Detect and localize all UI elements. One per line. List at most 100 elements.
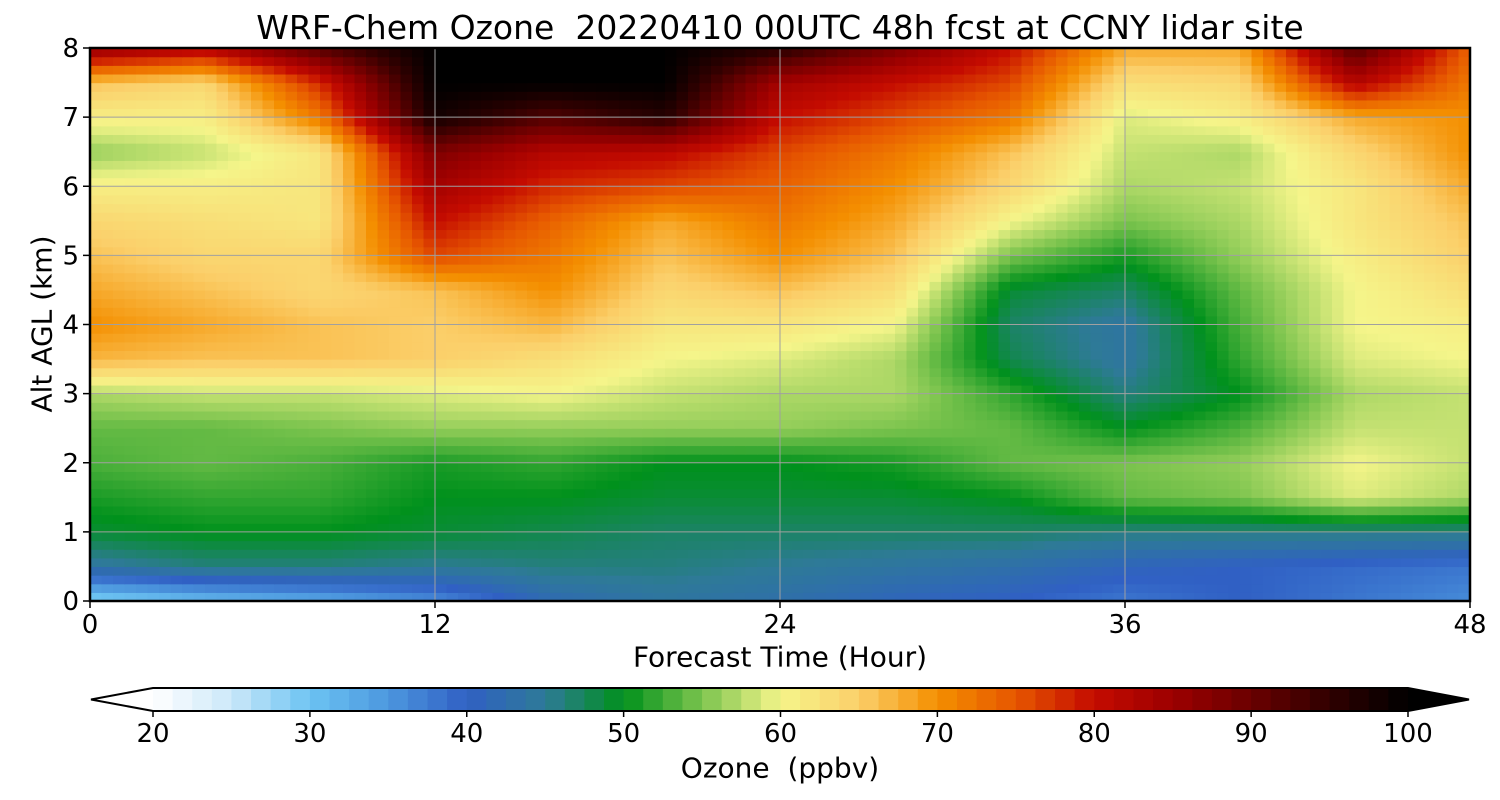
heatmap-cell <box>768 410 781 421</box>
heatmap-cell <box>113 462 126 472</box>
heatmap-cell <box>504 454 517 464</box>
heatmap-cell <box>124 488 137 498</box>
heatmap-cell <box>757 281 770 291</box>
heatmap-cell <box>711 289 724 300</box>
heatmap-cell <box>1263 272 1276 282</box>
heatmap-cell <box>182 428 195 438</box>
heatmap-cell <box>814 462 827 472</box>
heatmap-cell <box>895 471 908 481</box>
heatmap-cell <box>860 410 873 421</box>
heatmap-cell <box>354 359 367 369</box>
heatmap-cell <box>515 281 528 291</box>
heatmap-cell <box>1263 350 1276 360</box>
heatmap-cell <box>573 505 586 516</box>
heatmap-cell <box>745 315 758 326</box>
heatmap-cell <box>975 549 988 559</box>
heatmap-cell <box>366 298 379 308</box>
heatmap-cell <box>538 255 551 265</box>
heatmap-cell <box>1343 324 1356 334</box>
heatmap-cell <box>504 497 517 507</box>
heatmap-cell <box>607 333 620 343</box>
heatmap-cell <box>699 384 712 395</box>
heatmap-cell <box>561 255 574 265</box>
heatmap-cell <box>826 367 839 377</box>
heatmap-cell <box>1435 471 1448 481</box>
heatmap-cell <box>182 289 195 300</box>
heatmap-cell <box>1090 341 1103 352</box>
heatmap-cell <box>550 488 563 498</box>
heatmap-cell <box>791 592 804 601</box>
heatmap-cell <box>136 341 149 352</box>
heatmap-cell <box>1194 549 1207 559</box>
heatmap-cell <box>883 583 896 593</box>
heatmap-cell <box>1458 419 1470 429</box>
heatmap-cell <box>1021 359 1034 369</box>
heatmap-cell <box>1251 419 1264 429</box>
heatmap-cell <box>308 410 321 421</box>
heatmap-cell <box>1355 367 1368 377</box>
heatmap-cell <box>711 264 724 274</box>
heatmap-cell <box>837 592 850 601</box>
heatmap-cell <box>918 514 931 524</box>
heatmap-cell <box>734 557 747 568</box>
heatmap-cell <box>1424 497 1437 507</box>
heatmap-cell <box>1458 341 1470 352</box>
heatmap-cell <box>90 514 103 524</box>
heatmap-cell <box>400 307 413 317</box>
heatmap-cell <box>987 488 1000 498</box>
heatmap-cell <box>1447 281 1460 291</box>
heatmap-cell <box>619 393 632 403</box>
heatmap-cell <box>285 246 298 256</box>
heatmap-cell <box>619 324 632 334</box>
heatmap-cell <box>527 341 540 352</box>
heatmap-cell <box>527 419 540 429</box>
heatmap-cell <box>630 488 643 498</box>
heatmap-cell <box>538 488 551 498</box>
heatmap-cell <box>262 272 275 282</box>
heatmap-cell <box>90 238 103 248</box>
heatmap-cell <box>331 480 344 490</box>
heatmap-cell <box>814 384 827 395</box>
heatmap-cell <box>619 480 632 490</box>
heatmap-cell <box>1194 272 1207 282</box>
heatmap-cell <box>1343 471 1356 481</box>
heatmap-cell <box>285 514 298 524</box>
heatmap-cell <box>699 566 712 576</box>
heatmap-cell <box>90 376 103 386</box>
heatmap-cell <box>757 549 770 559</box>
heatmap-cell <box>1056 497 1069 507</box>
heatmap-cell <box>90 488 103 498</box>
heatmap-cell <box>711 341 724 352</box>
heatmap-cell <box>837 272 850 282</box>
heatmap-cell <box>1067 514 1080 524</box>
heatmap-cell <box>1412 264 1425 274</box>
heatmap-cell <box>297 315 310 326</box>
heatmap-cell <box>228 341 241 352</box>
heatmap-cell <box>1263 523 1276 533</box>
heatmap-cell <box>1320 505 1333 516</box>
heatmap-cell <box>1217 402 1230 412</box>
heatmap-cell <box>147 557 160 568</box>
heatmap-cell <box>607 341 620 352</box>
heatmap-cell <box>1056 272 1069 282</box>
heatmap-cell <box>1136 298 1149 308</box>
heatmap-cell <box>458 289 471 300</box>
heatmap-cell <box>1389 298 1402 308</box>
heatmap-cell <box>216 272 229 282</box>
heatmap-cell <box>1021 549 1034 559</box>
heatmap-cell <box>216 376 229 386</box>
heatmap-cell <box>688 531 701 542</box>
heatmap-cell <box>1159 505 1172 516</box>
heatmap-cell <box>366 514 379 524</box>
heatmap-cell <box>561 566 574 576</box>
heatmap-cell <box>377 238 390 248</box>
heatmap-cell <box>320 436 333 447</box>
heatmap-cell <box>607 436 620 447</box>
heatmap-cell <box>423 359 436 369</box>
heatmap-cell <box>182 341 195 352</box>
heatmap-cell <box>1274 255 1287 265</box>
heatmap-cell <box>1125 531 1138 542</box>
heatmap-cell <box>1067 471 1080 481</box>
heatmap-cell <box>1182 445 1195 455</box>
heatmap-cell <box>1309 384 1322 395</box>
